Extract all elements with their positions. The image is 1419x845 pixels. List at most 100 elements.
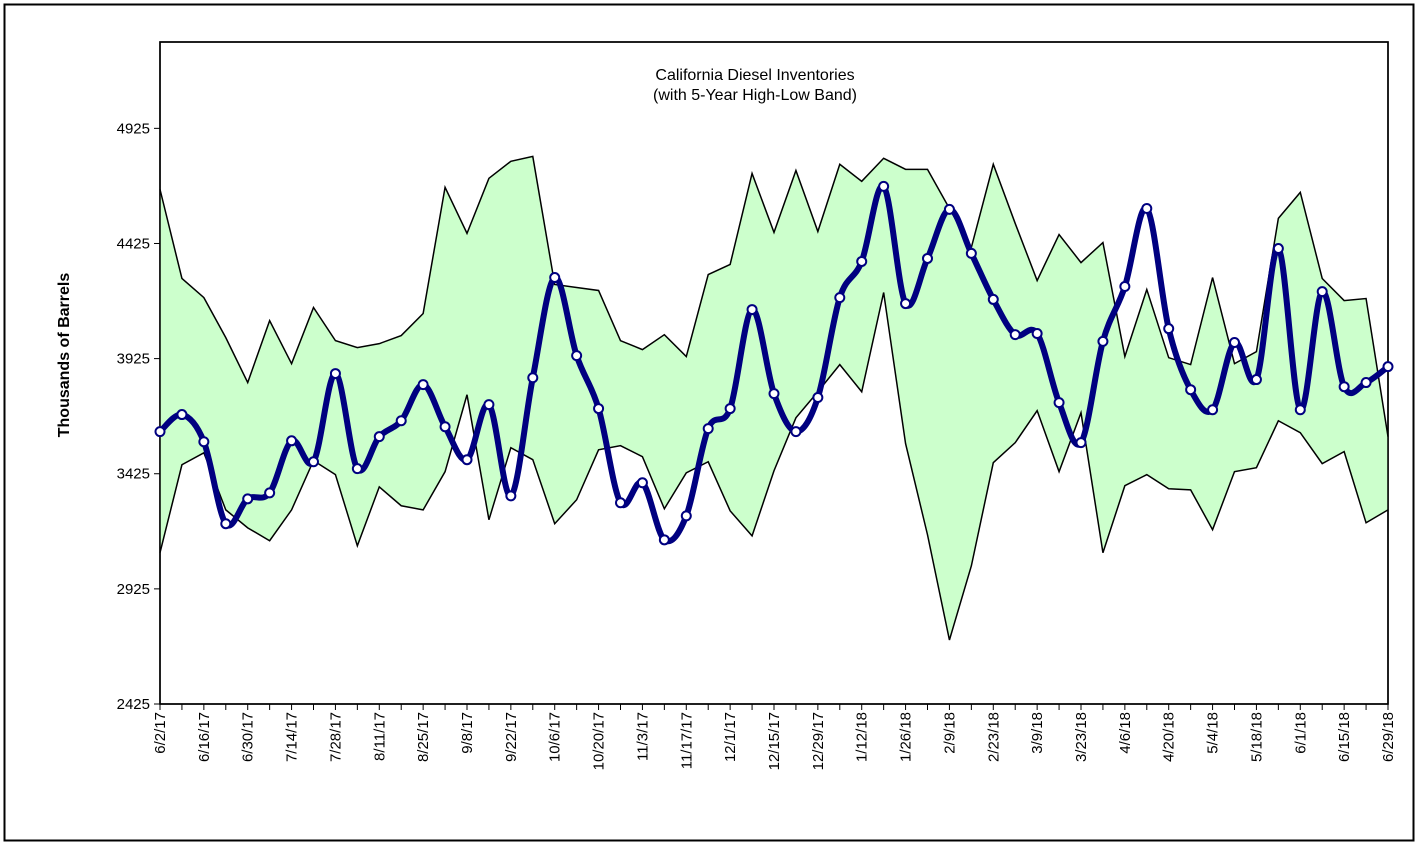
data-point — [483, 399, 495, 411]
data-point — [1360, 377, 1372, 389]
data-point — [571, 350, 583, 362]
data-point — [1141, 202, 1153, 214]
x-tick-label: 6/15/18 — [1336, 712, 1353, 762]
data-point — [856, 255, 868, 267]
x-tick-label: 6/1/18 — [1292, 712, 1309, 754]
x-tick-label: 6/29/18 — [1380, 712, 1397, 762]
data-point — [1338, 381, 1350, 393]
data-point — [395, 415, 407, 427]
data-point — [922, 252, 933, 264]
data-point — [1382, 361, 1394, 373]
data-point — [1316, 286, 1328, 298]
x-tick-label: 1/12/18 — [854, 712, 871, 762]
data-point — [373, 431, 385, 443]
data-point — [724, 403, 736, 415]
data-point — [329, 368, 341, 380]
data-point — [286, 435, 298, 447]
x-tick-label: 4/6/18 — [1117, 712, 1134, 754]
data-point — [505, 490, 517, 502]
data-point — [965, 247, 977, 259]
x-tick-label: 6/30/17 — [240, 712, 257, 762]
data-point — [154, 426, 166, 438]
y-tick-label: 2925 — [117, 581, 150, 598]
x-tick-label: 7/28/17 — [327, 712, 344, 762]
x-tick-label: 8/11/17 — [371, 712, 388, 761]
x-tick-label: 8/25/17 — [415, 712, 432, 762]
x-tick-label: 5/18/18 — [1248, 712, 1265, 762]
data-point — [220, 518, 232, 530]
data-point — [1009, 329, 1021, 341]
data-point — [439, 421, 451, 433]
x-tick-label: 12/29/17 — [810, 712, 827, 770]
x-tick-label: 7/14/17 — [284, 712, 301, 762]
data-point — [702, 423, 714, 435]
x-tick-label: 2/23/18 — [985, 712, 1002, 762]
x-tick-label: 9/22/17 — [503, 712, 520, 762]
x-tick-label: 3/23/18 — [1073, 712, 1090, 762]
band-high-line — [159, 155, 1389, 437]
chart-subtitle: (with 5-Year High-Low Band) — [653, 87, 857, 104]
data-point — [1075, 437, 1087, 449]
data-point — [746, 304, 758, 316]
data-point — [658, 534, 670, 546]
x-tick-label: 3/9/18 — [1029, 712, 1046, 754]
data-point — [790, 426, 802, 438]
data-point — [549, 272, 561, 284]
data-point — [1163, 323, 1175, 335]
y-tick-label: 3425 — [117, 466, 150, 483]
data-point — [636, 477, 648, 489]
x-tick-label: 6/2/17 — [152, 712, 169, 754]
data-point — [1031, 328, 1043, 340]
x-tick-label: 12/15/17 — [766, 712, 783, 770]
data-point — [176, 409, 188, 421]
data-point — [900, 298, 912, 310]
y-tick-label: 3925 — [117, 351, 150, 368]
data-point — [527, 372, 539, 384]
data-point — [768, 388, 780, 400]
x-tick-label: 12/1/17 — [722, 712, 739, 762]
data-point — [680, 510, 692, 522]
x-tick-label: 9/8/17 — [459, 712, 476, 754]
data-point — [1272, 243, 1284, 255]
x-tick-label: 11/3/17 — [634, 712, 651, 761]
x-tick-label: 10/6/17 — [547, 712, 564, 762]
x-tick-label: 11/17/17 — [678, 712, 695, 769]
data-point — [1294, 404, 1306, 416]
x-tick-label: 4/20/18 — [1161, 712, 1178, 762]
data-point — [1229, 336, 1240, 348]
data-point — [1097, 335, 1109, 347]
x-tick-label: 5/4/18 — [1205, 712, 1222, 754]
data-point — [1119, 281, 1131, 293]
data-point — [943, 203, 955, 215]
data-point — [1250, 374, 1262, 386]
data-point — [242, 493, 254, 505]
y-axis-label: Thousands of Barrels — [56, 273, 73, 438]
data-point — [308, 456, 319, 468]
data-point — [1185, 384, 1197, 396]
x-tick-label: 10/20/17 — [591, 712, 608, 770]
data-point — [1207, 404, 1219, 416]
data-point — [834, 292, 846, 304]
data-point — [593, 403, 605, 415]
data-point — [615, 497, 626, 509]
y-tick-label: 2425 — [117, 696, 150, 713]
data-point — [987, 293, 999, 305]
data-point — [351, 463, 363, 475]
data-point — [1053, 397, 1065, 409]
data-point — [878, 180, 890, 192]
band-low-line — [159, 292, 1389, 641]
data-point — [198, 436, 210, 448]
data-point — [264, 487, 276, 499]
data-point — [461, 454, 473, 466]
data-point — [812, 392, 824, 404]
plot-area: 2425 2925 3425 3925 4425 4925 6/2/17 6/16/17 6/3… — [117, 41, 1397, 770]
x-tick-label: 6/16/17 — [196, 712, 213, 762]
chart-title: California Diesel Inventories — [655, 67, 854, 84]
y-tick-label: 4925 — [117, 120, 150, 137]
data-point — [417, 379, 429, 391]
x-tick-label: 2/9/18 — [941, 712, 958, 754]
y-tick-label: 4425 — [117, 235, 150, 252]
x-tick-label: 1/26/18 — [898, 712, 915, 762]
